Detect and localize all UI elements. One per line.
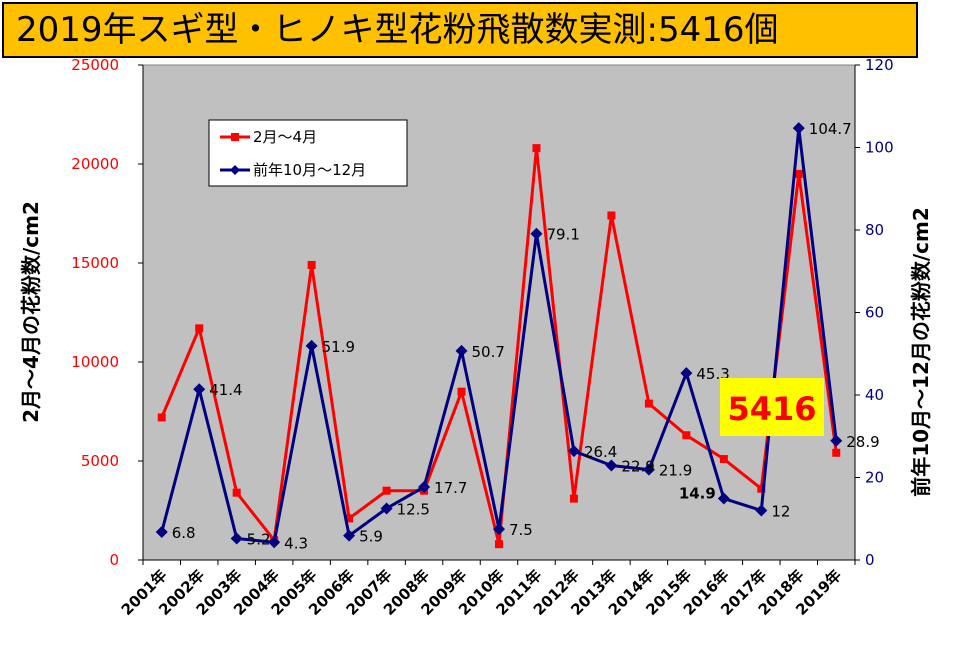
series-2-point — [830, 434, 843, 447]
series-2-data-label: 14.9 — [679, 485, 716, 503]
series-2-data-label: 79.1 — [546, 226, 579, 244]
series-2-point — [455, 344, 468, 357]
chart-title: 2019年スギ型・ヒノキ型花粉飛散数実測:5416個 — [16, 10, 779, 50]
series-2-data-label: 21.9 — [659, 462, 692, 480]
y-right-tick-label: 80 — [865, 221, 884, 239]
series-1-point — [532, 144, 541, 153]
plot-area — [142, 64, 856, 561]
series-2-point — [792, 122, 805, 135]
series-2-data-label: 51.9 — [322, 338, 355, 356]
series-2-point — [155, 525, 168, 538]
series-2-data-label: 26.4 — [584, 443, 617, 461]
series-2-point — [493, 523, 505, 536]
series-2-point — [605, 459, 618, 472]
series-2-data-label: 12 — [771, 503, 790, 521]
annotation-box — [720, 378, 824, 436]
series-2-point — [680, 367, 693, 380]
series-2-data-label: 4.3 — [284, 534, 308, 552]
y-left-tick-label: 25000 — [71, 56, 119, 74]
series-1-point — [719, 455, 728, 464]
series-1-point — [457, 387, 466, 396]
series-2-data-label: 17.7 — [434, 479, 467, 497]
series-2-point — [305, 339, 318, 352]
series-2-data-label: 5.2 — [247, 531, 271, 549]
series-2-point — [268, 536, 281, 549]
y-right-tick-label: 20 — [865, 469, 884, 487]
series-2-data-label: 6.8 — [172, 524, 196, 542]
chart-title-bar: 2019年スギ型・ヒノキ型花粉飛散数実測:5416個 — [2, 2, 918, 58]
series-1-point — [307, 260, 316, 269]
series-1-point — [195, 324, 204, 333]
series-2-point — [530, 227, 543, 240]
series-2-point — [193, 383, 206, 396]
series-1-point — [345, 514, 354, 523]
y-left-tick-label: 5000 — [81, 452, 119, 470]
highlight-annotation: 5416 — [720, 378, 824, 436]
series-1-point — [757, 484, 766, 493]
series-1-point — [157, 413, 166, 422]
series-2-data-label: 28.9 — [846, 433, 879, 451]
series-2-point — [380, 502, 393, 515]
series-2-point — [642, 463, 655, 476]
series-1-point — [644, 399, 653, 408]
series-2-data-label: 22.9 — [621, 458, 654, 476]
y-right-tick-label: 60 — [865, 304, 884, 322]
y-right-tick-label: 0 — [865, 551, 875, 569]
series-2-data-label: 5.9 — [359, 528, 383, 546]
series-2-data-label: 12.5 — [397, 500, 430, 518]
y-right-tick-label: 120 — [865, 56, 894, 74]
series-2-point — [418, 480, 431, 493]
series-2-point — [230, 532, 243, 545]
series-2-data-label: 104.7 — [809, 120, 852, 138]
y-right-tick-label: 100 — [865, 139, 894, 157]
series-1-point — [607, 211, 616, 220]
series-1-point — [794, 169, 803, 178]
series-1-point — [382, 486, 391, 495]
series-1-point — [495, 540, 503, 549]
annotation-text: 5416 — [727, 390, 816, 428]
y-left-tick-label: 0 — [109, 551, 119, 569]
series-2-data-label: 50.7 — [472, 343, 505, 361]
y-left-tick-label: 20000 — [71, 155, 119, 173]
legend-label-series-1: 2月～4月 — [253, 128, 317, 146]
series-1-point — [682, 431, 691, 440]
series-2-point — [755, 504, 768, 517]
series-1-point — [832, 448, 841, 457]
y-left-tick-label: 10000 — [71, 353, 119, 371]
series-2-point — [343, 529, 356, 542]
legend-marker-red — [231, 133, 239, 141]
series-2-data-label: 41.4 — [209, 381, 242, 399]
series-2-point — [717, 492, 730, 505]
legend-label-series-2: 前年10月～12月 — [253, 161, 366, 179]
series-1-point — [232, 488, 241, 497]
y-right-tick-label: 40 — [865, 386, 884, 404]
legend-marker-blue — [230, 165, 240, 175]
y-right-axis-title: 前年10月～12月の花粉数/cm2 — [909, 207, 933, 497]
series-2-point — [567, 445, 580, 458]
legend-box — [208, 119, 408, 187]
series-2-data-label: 7.5 — [509, 521, 533, 539]
series-1-point — [569, 494, 578, 503]
legend: 2月～4月 前年10月～12月 — [208, 119, 408, 187]
y-left-tick-label: 15000 — [71, 254, 119, 272]
y-left-axis-title: 2月～4月の花粉数/cm2 — [19, 201, 43, 423]
